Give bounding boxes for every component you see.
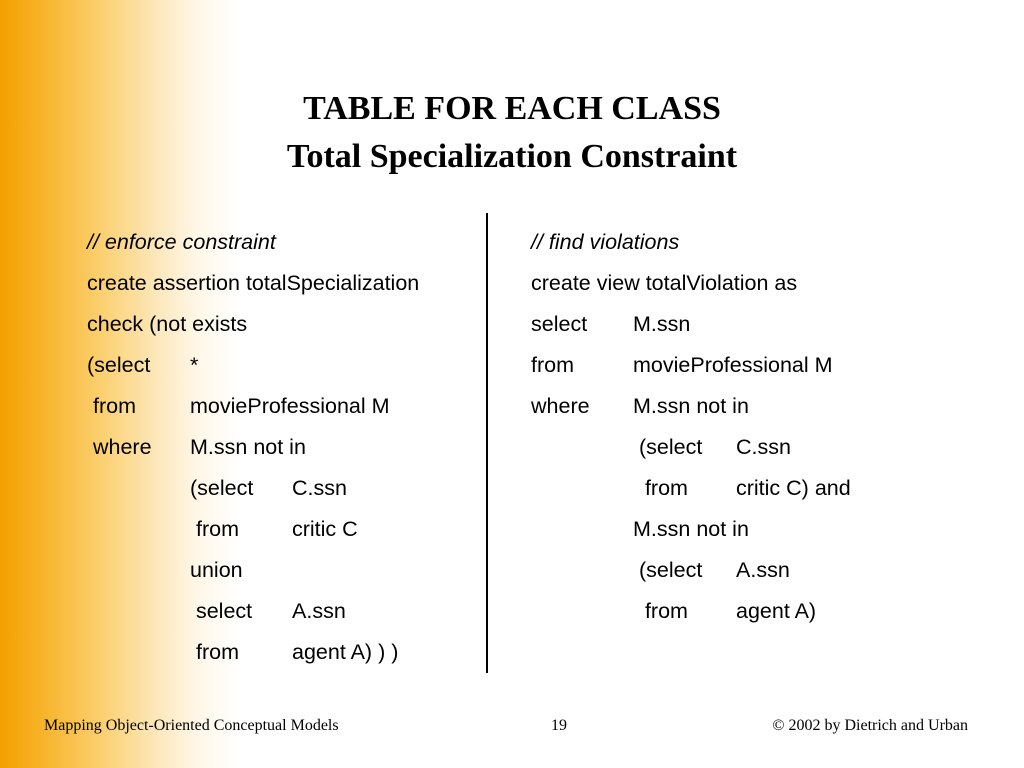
code-token: from: [633, 599, 688, 623]
code-token: (select: [633, 558, 703, 582]
code-token: select: [190, 599, 253, 623]
code-token: (select: [190, 476, 254, 500]
code-token: from: [190, 640, 239, 664]
code-token: from: [633, 476, 688, 500]
code-token: C.ssn: [736, 435, 791, 459]
code-token: movieProfessional M: [190, 394, 390, 418]
code-token: critic C: [292, 517, 358, 541]
code-token: critic C) and: [736, 476, 851, 500]
code-token: agent A) ) ): [292, 640, 399, 664]
code-token: check (not exists: [87, 312, 248, 336]
code-token: *: [190, 353, 199, 377]
code-token: A.ssn: [736, 558, 790, 582]
code-token: create assertion totalSpecialization: [87, 271, 420, 295]
footer-page-number: 19: [551, 717, 567, 734]
code-token: M.ssn not in: [633, 517, 749, 541]
code-token: M.ssn not in: [633, 394, 749, 418]
code-token: from: [87, 394, 136, 418]
code-token: (select: [633, 435, 703, 459]
code-token: create view totalViolation as: [531, 271, 798, 295]
column-divider: [486, 213, 488, 673]
code-token: agent A): [736, 599, 817, 623]
code-token: from: [190, 517, 239, 541]
footer-copyright: © 2002 by Dietrich and Urban: [772, 717, 968, 734]
slide-subtitle: Total Specialization Constraint: [286, 138, 738, 175]
footer-course-title: Mapping Object-Oriented Conceptual Model…: [44, 717, 339, 734]
code-token: union: [190, 558, 243, 582]
code-token: M.ssn not in: [190, 435, 306, 459]
code-token: // find violations: [531, 230, 680, 254]
code-token: select: [531, 312, 588, 336]
code-token: M.ssn: [633, 312, 691, 336]
code-token: from: [531, 353, 574, 377]
code-token: C.ssn: [292, 476, 347, 500]
code-token: where: [87, 435, 152, 459]
code-token: // enforce constraint: [87, 230, 276, 254]
code-token: movieProfessional M: [633, 353, 833, 377]
slide-title: TABLE FOR EACH CLASS: [303, 90, 721, 127]
code-token: (select: [87, 353, 151, 377]
code-token: where: [531, 394, 590, 418]
code-token: A.ssn: [292, 599, 346, 623]
